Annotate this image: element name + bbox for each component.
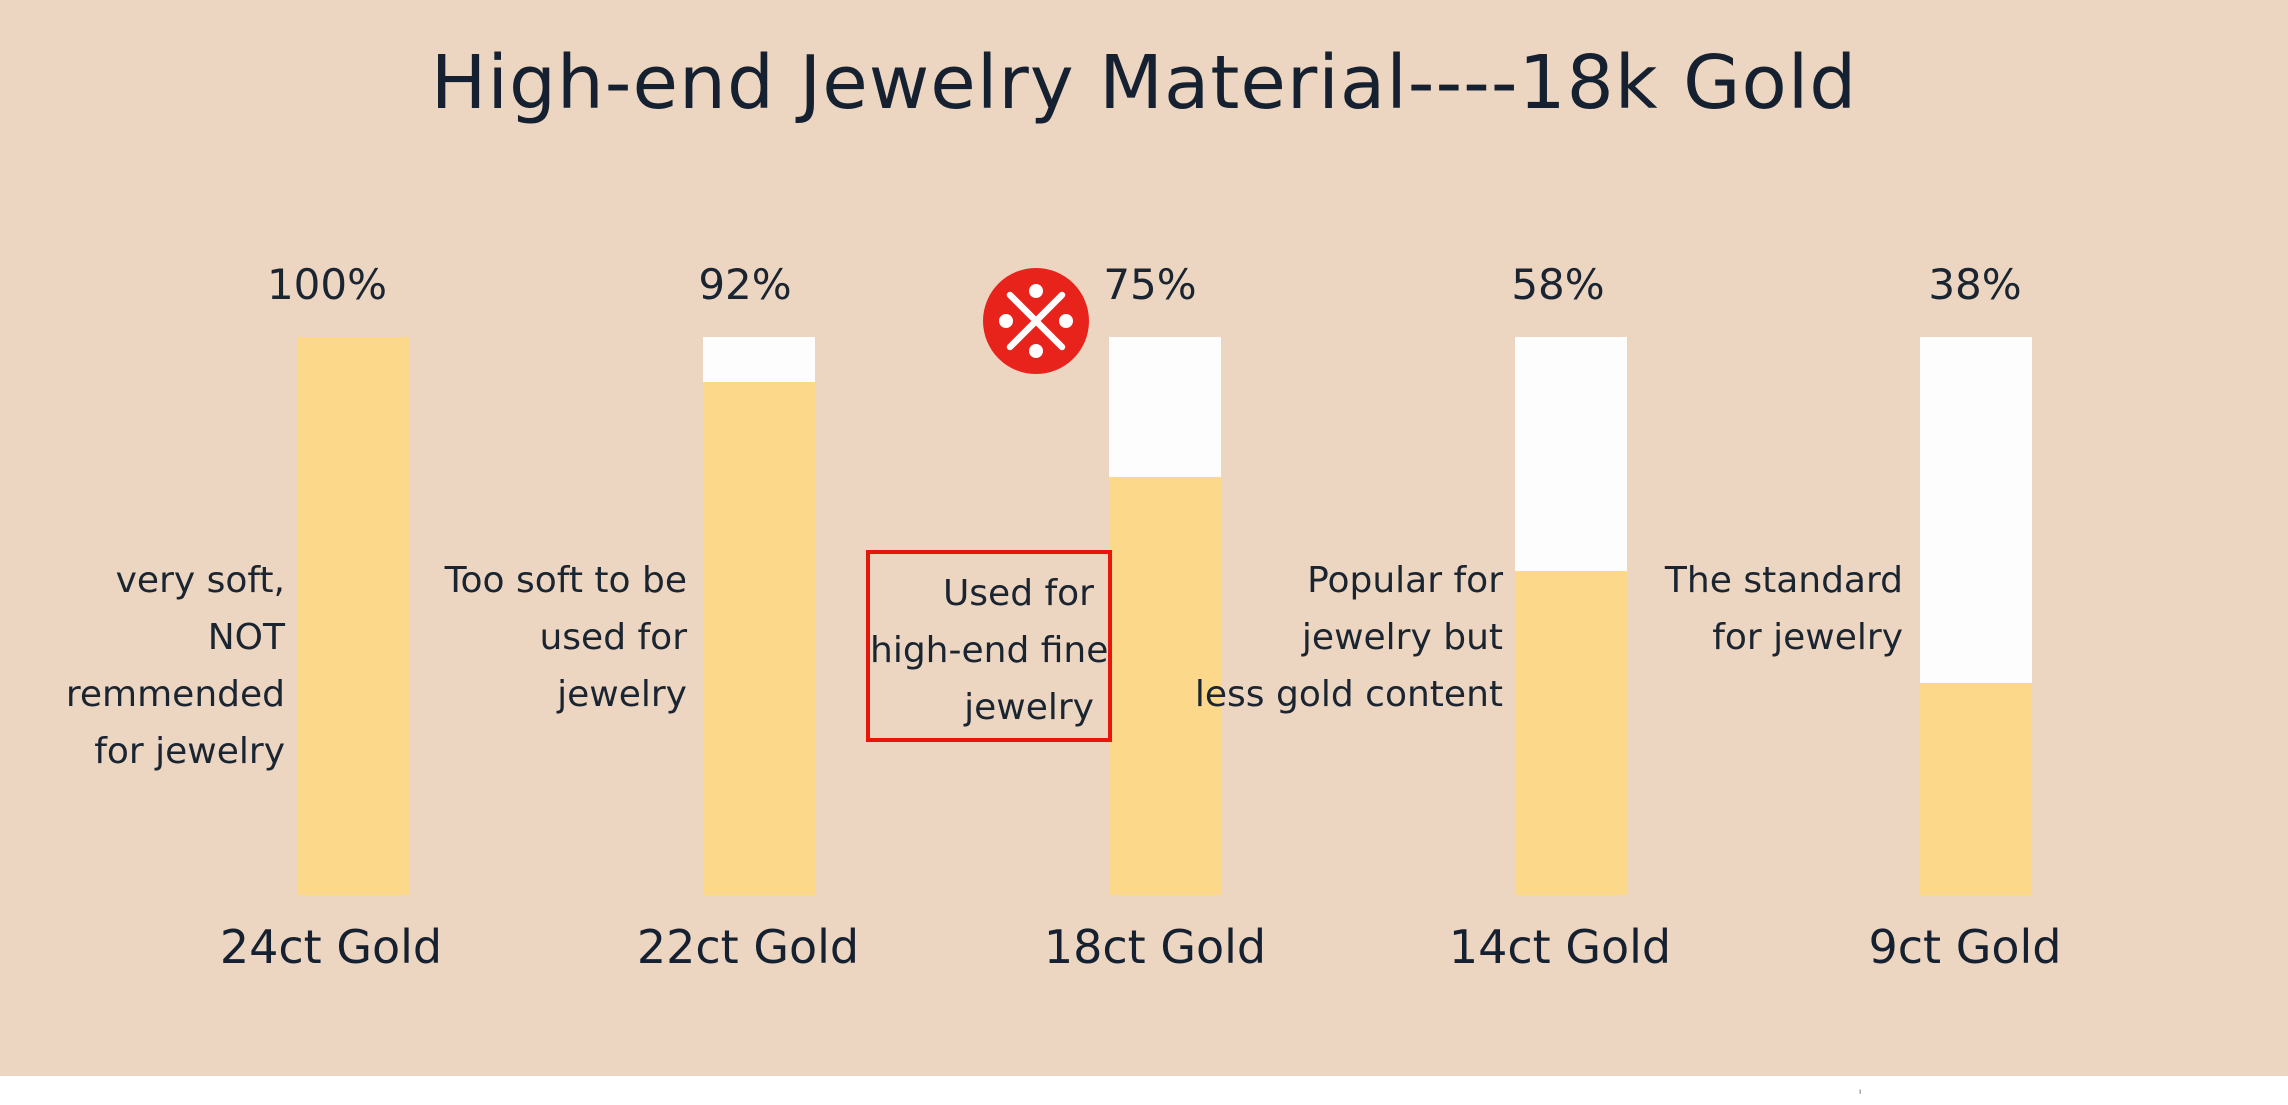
bar-value-label-14ct: 58% <box>1511 260 1605 309</box>
desc-line: NOT <box>207 617 285 658</box>
bar-fill-9ct <box>1920 682 2032 895</box>
page-title: High-end Jewelry Material----18k Gold <box>430 40 1858 126</box>
desc-line: for jewelry <box>94 731 285 772</box>
desc-line: very soft, <box>115 560 285 601</box>
bar-value-label-24ct: 100% <box>266 260 388 309</box>
bar-value-label-9ct: 38% <box>1928 260 2022 309</box>
bar-14ct <box>1515 337 1627 895</box>
bar-value-label-18ct: 75% <box>1103 260 1197 309</box>
bar-18ct <box>1109 337 1221 895</box>
bar-category-22ct: 22ct Gold <box>636 920 860 974</box>
bar-category-14ct: 14ct Gold <box>1448 920 1672 974</box>
desc-line: jewelry <box>557 674 687 715</box>
desc-line: less gold content <box>1194 674 1503 715</box>
bar-fill-18ct <box>1109 476 1221 895</box>
bar-description-22ct: Too soft to be used for jewelry <box>445 552 687 723</box>
desc-line: jewelry <box>964 687 1094 728</box>
desc-line: Used for <box>942 573 1094 614</box>
bar-description-9ct: The standard for jewelry <box>1665 552 1903 666</box>
desc-line: Too soft to be <box>444 560 687 601</box>
stray-mark: ' <box>1858 1086 1863 1105</box>
bar-category-9ct: 9ct Gold <box>1868 920 2062 974</box>
bar-22ct <box>703 337 815 895</box>
desc-line: for jewelry <box>1712 617 1903 658</box>
bar-9ct <box>1920 337 2032 895</box>
desc-line: The standard <box>1664 560 1903 601</box>
bar-value-label-22ct: 92% <box>698 260 792 309</box>
footer-strip <box>0 1076 2288 1105</box>
bar-category-18ct: 18ct Gold <box>1043 920 1267 974</box>
bar-fill-14ct <box>1515 571 1627 895</box>
reference-mark-icon <box>983 268 1089 374</box>
bar-fill-22ct <box>703 381 815 895</box>
highlighted-description-box-18ct: Used for high-end fine jewelry <box>866 550 1112 742</box>
desc-line: high-end fine <box>870 630 1109 671</box>
desc-line: jewelry but <box>1301 617 1503 658</box>
bar-fill-24ct <box>298 337 410 895</box>
desc-line: remmended <box>65 674 285 715</box>
desc-line: used for <box>539 617 687 658</box>
bar-description-14ct: Popular for jewelry but less gold conten… <box>1195 552 1503 723</box>
desc-line: Popular for <box>1307 560 1503 601</box>
bar-description-24ct: very soft, NOT remmended for jewelry <box>66 552 285 780</box>
bar-category-24ct: 24ct Gold <box>219 920 443 974</box>
bar-24ct <box>298 337 410 895</box>
